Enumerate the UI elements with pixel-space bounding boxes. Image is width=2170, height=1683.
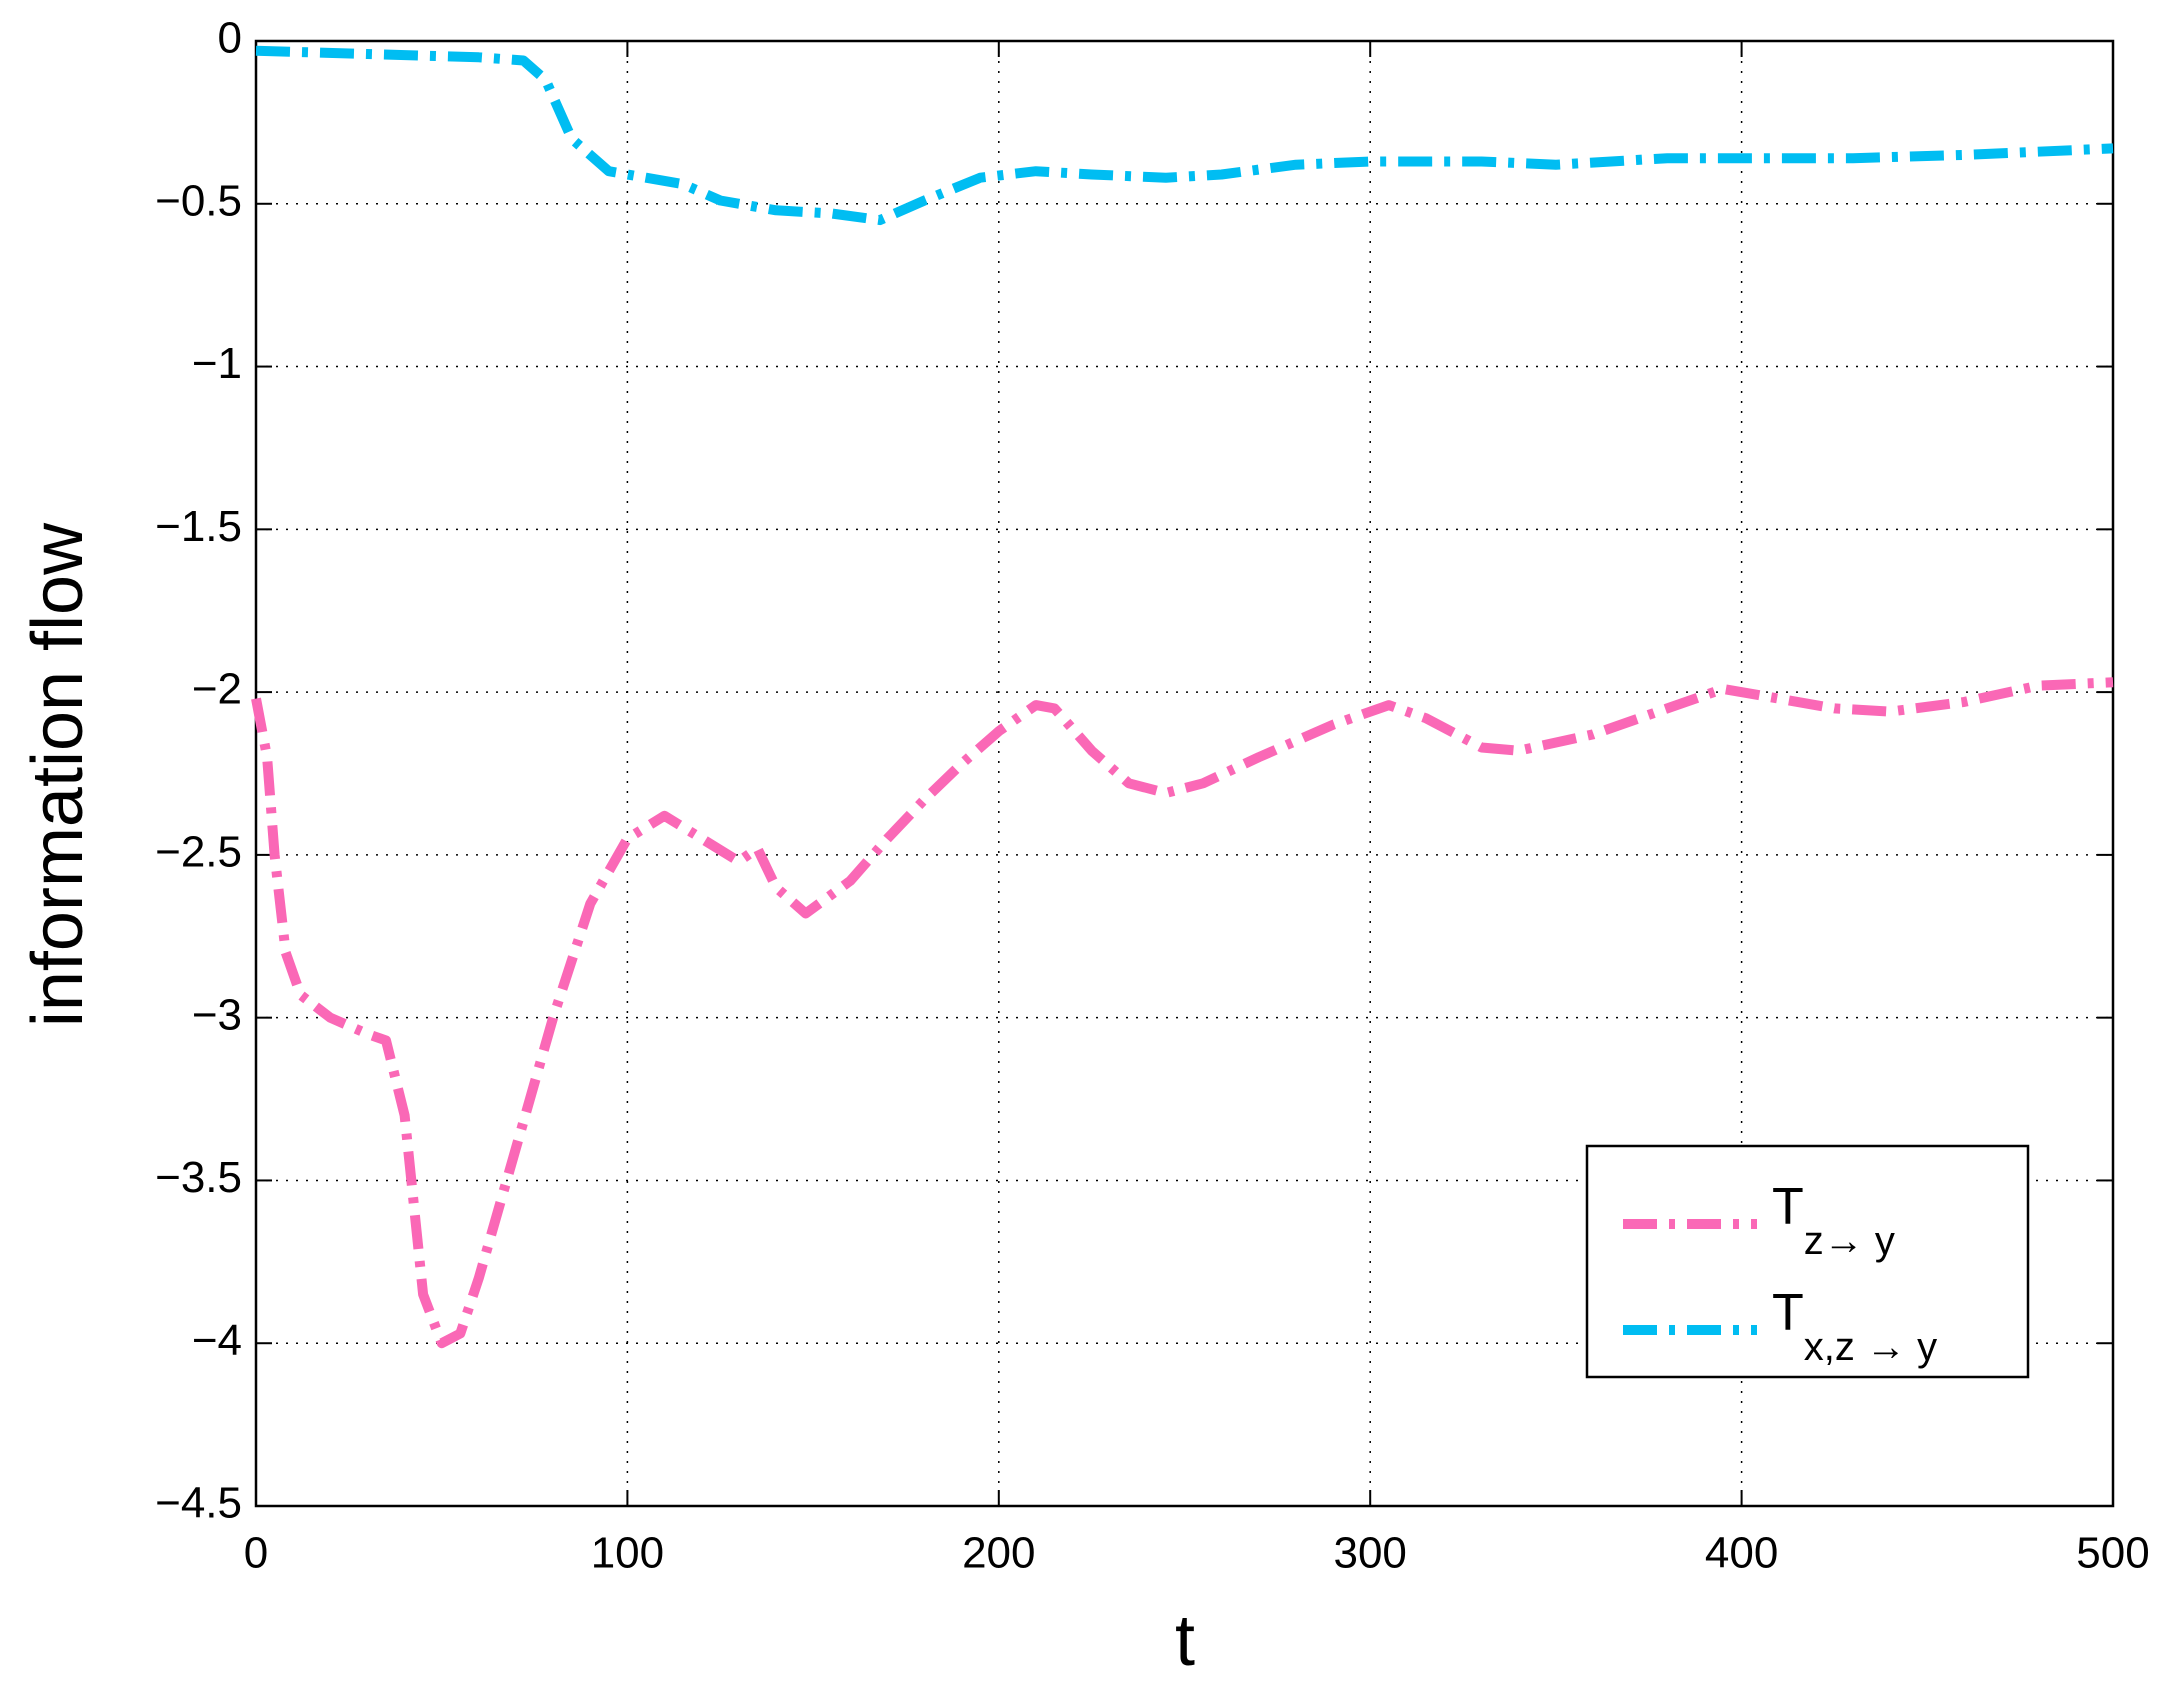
- legend-label: Tx,z → y: [1772, 1284, 1937, 1369]
- legend-box: [1585, 1144, 2030, 1379]
- legend-label: Tz→ y: [1772, 1178, 1895, 1263]
- legend-subscript: x,z → y: [1804, 1325, 1937, 1369]
- y-tick-label: −0.5: [155, 176, 242, 225]
- x-tick-label: 200: [962, 1529, 1035, 1578]
- y-tick-label: −2.5: [155, 828, 242, 877]
- plot-frame: [254, 39, 2115, 1508]
- x-tick-label: 100: [591, 1529, 664, 1578]
- y-tick-label: −4.5: [155, 1479, 242, 1528]
- y-tick-label: −3: [192, 990, 242, 1039]
- legend-name: T: [1772, 1178, 1804, 1236]
- y-tick-label: −2: [192, 665, 242, 714]
- x-axis-label: t: [1175, 1601, 1195, 1681]
- legend-name: T: [1772, 1284, 1804, 1342]
- series-line: [251, 677, 2114, 1349]
- y-tick-label: −3.5: [155, 1153, 242, 1202]
- y-tick-label: −1.5: [155, 502, 242, 551]
- x-tick-label: 400: [1705, 1529, 1778, 1578]
- y-tick-label: 0: [218, 14, 242, 63]
- x-tick-label: 0: [244, 1529, 268, 1578]
- series-line: [255, 45, 2114, 226]
- y-tick-label: −1: [192, 339, 242, 388]
- x-tick-label: 300: [1333, 1529, 1406, 1578]
- y-axis-label: information flow: [18, 522, 98, 1027]
- legend-subscript: z→ y: [1804, 1219, 1895, 1263]
- x-tick-label: 500: [2076, 1529, 2149, 1578]
- y-tick-label: −4: [192, 1316, 242, 1365]
